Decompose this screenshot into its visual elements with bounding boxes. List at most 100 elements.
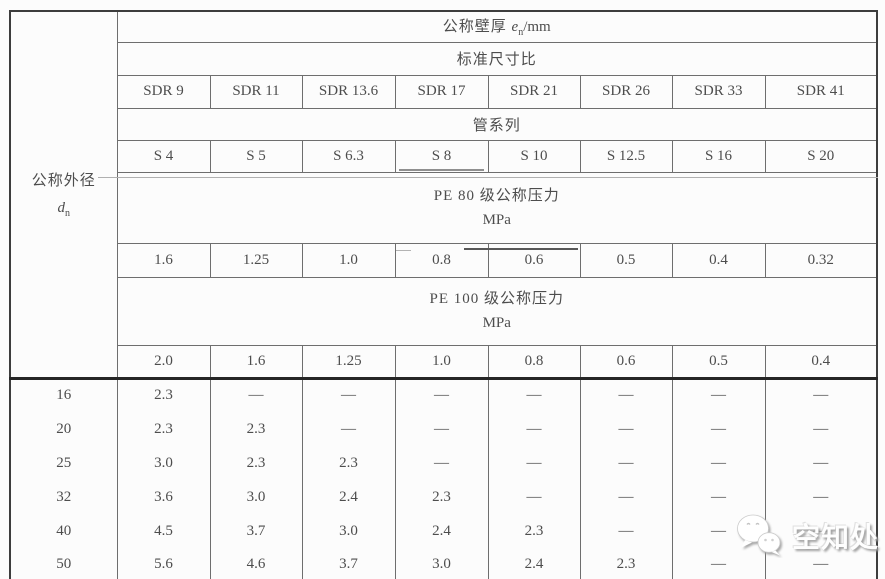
corner-title: 公称外径 <box>31 173 96 190</box>
wall-thickness-cell: — <box>764 548 878 579</box>
watermark: 空知处 <box>735 513 879 558</box>
pe100-value-cell: 2.0 <box>116 344 211 379</box>
wall-thickness-cell: — <box>301 376 396 412</box>
wall-thickness-cell: — <box>579 480 673 514</box>
wall-thickness-cell: — <box>487 446 581 480</box>
pe100-value-cell: 0.8 <box>487 344 581 379</box>
wall-thickness-cell: — <box>487 412 581 446</box>
table-row: 32 3.6 3.0 2.4 2.3 — — — — <box>9 480 878 514</box>
wall-thickness-cell: — <box>579 376 673 412</box>
dn-cell: 20 <box>9 412 118 446</box>
wall-thickness-cell: — <box>579 412 673 446</box>
header-nominal-wall-thickness: 公称壁厚 en/mm <box>116 10 878 43</box>
table-row: 25 3.0 2.3 2.3 — — — — — <box>9 446 878 480</box>
sdr-header-cell: SDR 9 <box>116 74 211 109</box>
pe100-value-cell: 0.4 <box>764 344 878 379</box>
wall-thickness-cell: — <box>764 446 878 480</box>
corner-header-nominal-outside-diameter: 公称外径 dn <box>9 10 118 379</box>
wall-thickness-cell: 2.3 <box>116 412 211 446</box>
series-header-cell: S 12.5 <box>579 139 673 173</box>
wechat-logo-icon <box>737 514 781 556</box>
wall-thickness-cell: — <box>394 376 489 412</box>
wall-thickness-cell: 3.0 <box>116 446 211 480</box>
wall-thickness-cell: — <box>579 446 673 480</box>
wall-thickness-cell: 3.7 <box>301 548 396 579</box>
pe80-value-cell: 0.8 <box>394 242 489 278</box>
header-pipe-series: 管系列 <box>116 107 878 141</box>
table-row: 16 2.3 — — — — — — — <box>9 376 878 412</box>
wall-thickness-cell: — <box>579 514 673 548</box>
wall-thickness-cell: 2.3 <box>487 514 581 548</box>
wall-thickness-cell: — <box>301 412 396 446</box>
wall-thickness-cell: — <box>671 446 766 480</box>
sdr-header-cell: SDR 41 <box>764 74 878 109</box>
wall-thickness-cell: 3.7 <box>209 514 303 548</box>
wall-thickness-cell: — <box>209 376 303 412</box>
pe80-value-cell: 1.0 <box>301 242 396 278</box>
table-row: 20 2.3 2.3 — — — — — — <box>9 412 878 446</box>
wall-thickness-cell: 2.4 <box>487 548 581 579</box>
pe100-title: PE 100 级公称压力 <box>429 291 564 307</box>
pe100-unit: MPa <box>482 315 511 331</box>
wall-thickness-cell: 4.6 <box>209 548 303 579</box>
wall-thickness-cell: — <box>764 480 878 514</box>
wall-thickness-cell: 2.4 <box>301 480 396 514</box>
series-header-cell: S 20 <box>764 139 878 173</box>
pe80-value-cell: 1.25 <box>209 242 303 278</box>
header-pe80-nominal-pressure: PE 80 级公称压力 MPa <box>116 171 878 244</box>
wall-thickness-cell: 2.3 <box>579 548 673 579</box>
sdr-header-cell: SDR 17 <box>394 74 489 109</box>
wall-thickness-cell: — <box>671 412 766 446</box>
wall-thickness-cell: 5.6 <box>116 548 211 579</box>
pe100-value-cell: 1.25 <box>301 344 396 379</box>
table-row: 50 5.6 4.6 3.7 3.0 2.4 2.3 — — <box>9 548 878 579</box>
pe80-unit: MPa <box>482 211 511 228</box>
dn-cell: 32 <box>9 480 118 514</box>
sdr-header-cell: SDR 33 <box>671 74 766 109</box>
pe100-value-cell: 1.0 <box>394 344 489 379</box>
header-pe100-nominal-pressure: PE 100 级公称压力 MPa <box>116 276 878 346</box>
wall-thickness-cell: — <box>671 376 766 412</box>
pe80-value-cell: 0.5 <box>579 242 673 278</box>
pe80-value-cell: 0.32 <box>764 242 878 278</box>
pe100-value-cell: 0.5 <box>671 344 766 379</box>
wall-thickness-cell: — <box>671 548 766 579</box>
series-header-cell: S 4 <box>116 139 211 173</box>
series-header-cell: S 6.3 <box>301 139 396 173</box>
pe100-value-cell: 0.6 <box>579 344 673 379</box>
wall-thickness-cell: 3.0 <box>394 548 489 579</box>
corner-symbol-dn: dn <box>57 200 71 220</box>
dn-cell: 25 <box>9 446 118 480</box>
sdr-header-cell: SDR 26 <box>579 74 673 109</box>
wall-thickness-cell: — <box>487 376 581 412</box>
sdr-header-cell: SDR 13.6 <box>301 74 396 109</box>
dn-cell: 50 <box>9 548 118 579</box>
wall-thickness-cell: 2.3 <box>394 480 489 514</box>
dn-cell: 40 <box>9 514 118 548</box>
wall-thickness-cell: 2.4 <box>394 514 489 548</box>
wall-thickness-cell: 2.3 <box>209 446 303 480</box>
pe80-value-cell: 0.6 <box>487 242 581 278</box>
wall-thickness-cell: — <box>671 480 766 514</box>
wall-thickness-cell: 2.3 <box>209 412 303 446</box>
series-header-cell: S 10 <box>487 139 581 173</box>
wall-thickness-cell: 2.3 <box>301 446 396 480</box>
wall-thickness-cell: 3.0 <box>301 514 396 548</box>
series-header-cell: S 5 <box>209 139 303 173</box>
pe80-title: PE 80 级公称压力 <box>433 187 560 204</box>
pe100-value-cell: 1.6 <box>209 344 303 379</box>
table-row: 40 4.5 3.7 3.0 2.4 2.3 — — — <box>9 514 878 548</box>
wall-thickness-cell: 3.0 <box>209 480 303 514</box>
wall-thickness-cell: — <box>764 514 878 548</box>
watermark-text: 空知处 <box>792 521 880 553</box>
sdr-header-cell: SDR 21 <box>487 74 581 109</box>
sdr-header-cell: SDR 11 <box>209 74 303 109</box>
wall-thickness-cell: 4.5 <box>116 514 211 548</box>
pe-pipe-wall-thickness-table: 公称外径 dn 公称壁厚 en/mm 标准尺寸比 SDR 9 SDR 11 SD… <box>9 10 878 579</box>
wall-thickness-cell: — <box>394 412 489 446</box>
dn-cell: 16 <box>9 376 118 412</box>
pe80-value-cell: 0.4 <box>671 242 766 278</box>
series-header-cell: S 8 <box>394 139 489 173</box>
pe80-value-cell: 1.6 <box>116 242 211 278</box>
